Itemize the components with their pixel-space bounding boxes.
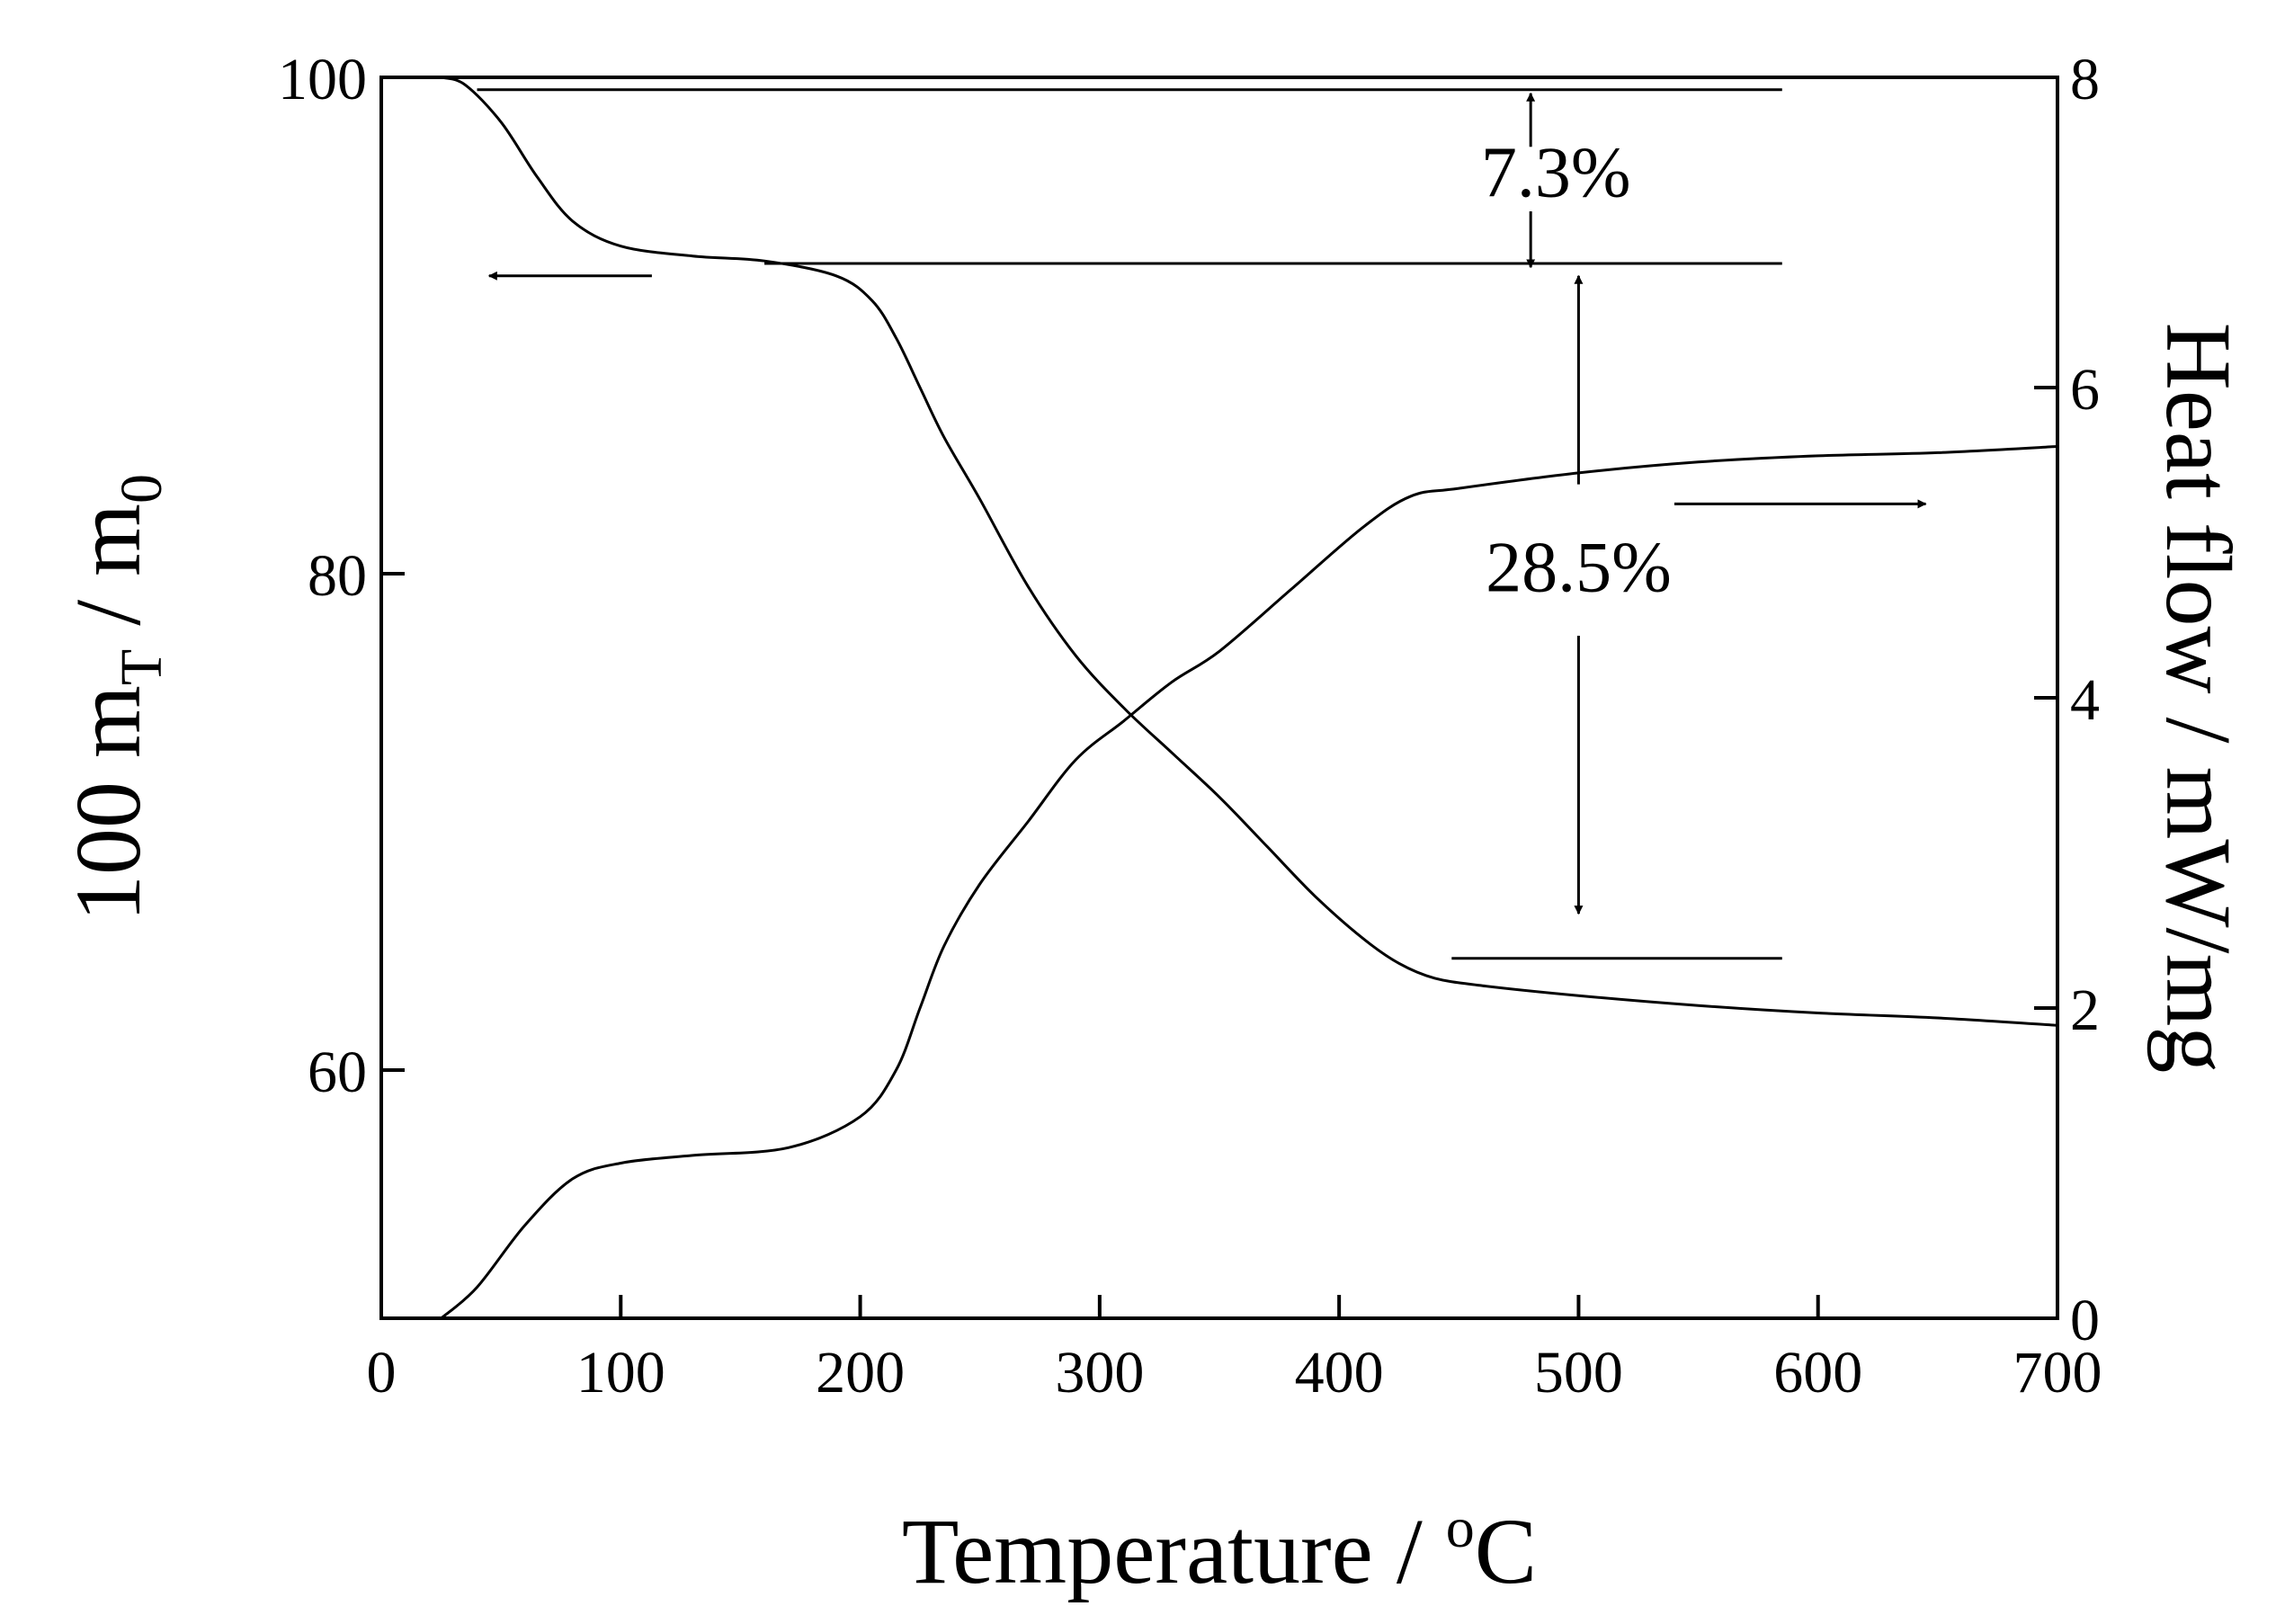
x-tick-label: 0 xyxy=(367,1340,397,1405)
x-tick-label: 500 xyxy=(1534,1340,1623,1405)
annotation-label-28-5: 28.5% xyxy=(1486,528,1672,607)
y-right-tick-label: 0 xyxy=(2070,1288,2100,1353)
y-left-tick-label: 80 xyxy=(308,543,367,609)
y-right-tick-label: 8 xyxy=(2070,47,2100,112)
x-tick-label: 100 xyxy=(576,1340,665,1405)
y-left-axis-ticks: 60 80 100 xyxy=(278,47,405,1105)
x-axis-ticks: 0 100 200 300 400 500 600 700 xyxy=(367,1295,2102,1405)
x-tick-label: 300 xyxy=(1055,1340,1144,1405)
x-tick-label: 400 xyxy=(1295,1340,1384,1405)
annotation-label-7-3: 7.3% xyxy=(1481,133,1631,212)
y-left-axis-title-mid: / m xyxy=(57,504,160,649)
series-layer xyxy=(440,76,2058,1320)
y-right-axis-title: Heat flow / mW/mg xyxy=(2147,323,2250,1074)
x-axis-title: Temperature / oC xyxy=(902,1495,1537,1603)
y-right-tick-label: 2 xyxy=(2070,977,2100,1043)
series-line-mass xyxy=(441,76,2058,1027)
y-left-axis-sub-t: T xyxy=(109,649,174,685)
x-axis-unit-c: C xyxy=(1475,1500,1537,1603)
series-line-heat-flow xyxy=(440,445,2058,1320)
y-left-axis-title-text: 100 m xyxy=(57,685,160,922)
y-right-tick-label: 4 xyxy=(2070,667,2100,733)
annotations: 7.3% 28.5% xyxy=(487,92,1927,915)
x-tick-label: 700 xyxy=(2013,1340,2102,1405)
y-left-tick-label: 60 xyxy=(308,1040,367,1105)
x-tick-label: 200 xyxy=(816,1340,905,1405)
x-axis-unit-degree: o xyxy=(1446,1495,1475,1559)
y-left-axis-title: 100 mT / m0 xyxy=(57,474,174,922)
x-tick-label: 600 xyxy=(1773,1340,1862,1405)
y-left-tick-label: 100 xyxy=(278,47,367,112)
y-right-axis-ticks: 0 2 4 6 8 xyxy=(2034,47,2100,1353)
x-axis-title-text: Temperature / xyxy=(902,1500,1446,1603)
reference-lines xyxy=(477,88,1782,960)
y-left-axis-sub-0: 0 xyxy=(109,474,174,504)
y-right-tick-label: 6 xyxy=(2070,357,2100,423)
